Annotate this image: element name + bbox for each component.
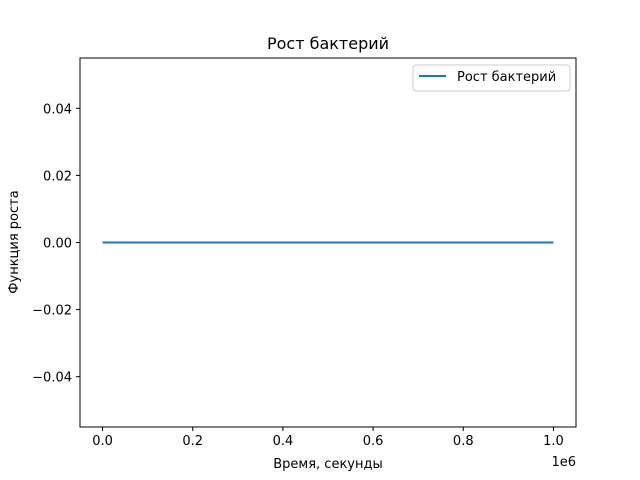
- x-tick-label: 0.0: [92, 434, 113, 449]
- legend: Рост бактерий: [412, 64, 571, 92]
- x-tick-label: 0.6: [363, 434, 384, 449]
- x-tick-label: 1.0: [543, 434, 564, 449]
- y-axis-ticks: −0.04 −0.02 0.00 0.02 0.04: [32, 102, 80, 386]
- x-tick-label: 0.8: [453, 434, 474, 449]
- legend-box: [412, 64, 571, 92]
- x-axis-ticks: 0.0 0.2 0.4 0.6 0.8 1.0: [92, 427, 564, 449]
- y-tick-label: 0.04: [43, 102, 72, 117]
- y-tick-label: 0.00: [43, 237, 72, 252]
- chart-title: Рост бактерий: [267, 34, 389, 53]
- y-tick-label: −0.02: [32, 304, 72, 319]
- y-tick-label: 0.02: [43, 169, 72, 184]
- x-axis-offset-label: 1e6: [551, 455, 576, 470]
- y-tick-label: −0.04: [32, 371, 72, 386]
- y-axis-label: Функция роста: [7, 190, 22, 293]
- x-tick-label: 0.4: [273, 434, 294, 449]
- legend-label: Рост бактерий: [457, 70, 556, 85]
- x-axis-label: Время, секунды: [273, 457, 383, 472]
- x-tick-label: 0.2: [182, 434, 203, 449]
